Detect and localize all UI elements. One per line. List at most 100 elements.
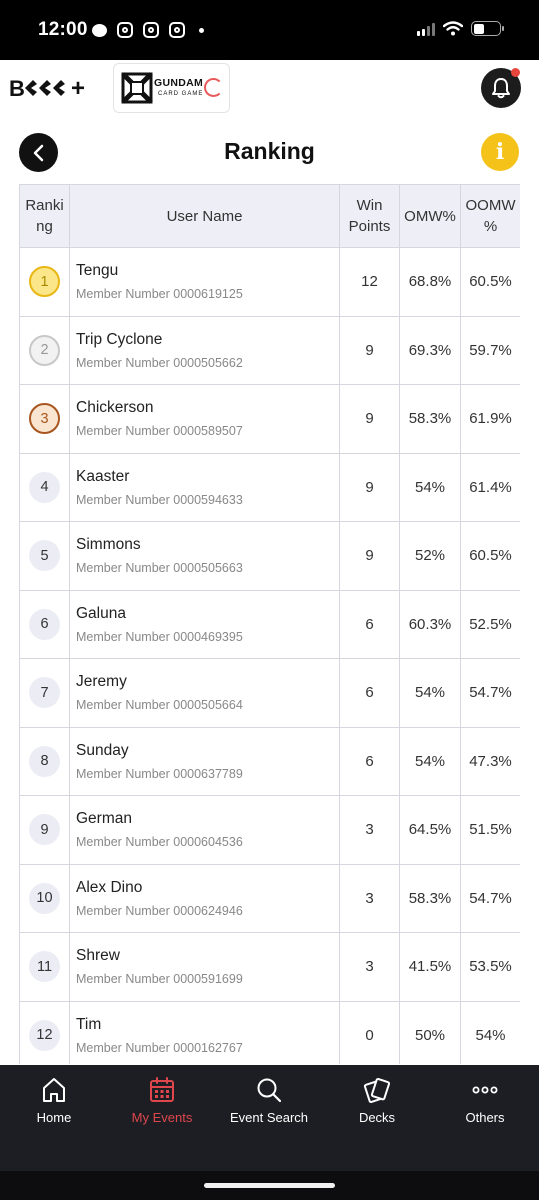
user-cell: Trip Cyclone Member Number 0000505662 <box>69 315 340 385</box>
player-name: Simmons <box>76 536 141 554</box>
rank-cell: 2 <box>19 315 70 385</box>
page-title: Ranking <box>224 138 315 164</box>
nav-decks[interactable]: Decks <box>323 1065 431 1145</box>
table-row: 4 Kaaster Member Number 0000594633 9 54% 61.4… <box>19 452 520 522</box>
user-cell: Tengu Member Number 0000619125 <box>69 247 340 317</box>
omw-cell: 69.3% <box>399 315 461 385</box>
cellular-signal-icon <box>417 22 435 36</box>
table-row: 9 German Member Number 0000604536 3 64.5% 51.… <box>19 795 520 865</box>
ranking-table-container[interactable]: Ranki ng User Name Win Points OMW% OOMW% 1… <box>19 184 520 1064</box>
omw-cell: 54% <box>399 452 461 522</box>
table-row: 12 Tim Member Number 0000162767 0 50% 54% <box>19 1000 520 1064</box>
header-user-name: User Name <box>69 184 340 248</box>
table-row: 6 Galuna Member Number 0000469395 6 60.3% 52.… <box>19 589 520 659</box>
win-points-cell: 3 <box>339 932 400 1002</box>
win-points-cell: 3 <box>339 863 400 933</box>
bandai-tcg-plus-logo[interactable]: B + <box>9 74 95 102</box>
instagram-icon <box>169 22 185 38</box>
user-cell: Alex Dino Member Number 0000624946 <box>69 863 340 933</box>
user-cell: Kaaster Member Number 0000594633 <box>69 452 340 522</box>
rank-badge: 4 <box>29 471 60 503</box>
member-number: Member Number 0000505664 <box>76 698 243 713</box>
oomw-cell: 53.5% <box>460 932 520 1002</box>
instagram-icon <box>143 22 159 38</box>
rank-badge: 11 <box>29 951 60 983</box>
user-cell: Simmons Member Number 0000505663 <box>69 521 340 591</box>
user-cell: Tim Member Number 0000162767 <box>69 1000 340 1064</box>
rank-badge: 6 <box>29 608 60 640</box>
win-points-cell: 6 <box>339 726 400 796</box>
nav-others[interactable]: Others <box>431 1065 539 1145</box>
user-cell: Galuna Member Number 0000469395 <box>69 589 340 659</box>
gundam-emblem-icon <box>121 72 153 104</box>
member-number: Member Number 0000589507 <box>76 424 243 439</box>
table-row: 5 Simmons Member Number 0000505663 9 52% 60.5… <box>19 521 520 591</box>
oomw-cell: 54.7% <box>460 863 520 933</box>
nav-my-events[interactable]: My Events <box>108 1065 216 1145</box>
bell-icon <box>492 78 510 99</box>
player-name: Shrew <box>76 947 120 965</box>
notification-badge <box>511 68 520 77</box>
rank-cell: 8 <box>19 726 70 796</box>
rank-cell: 5 <box>19 521 70 591</box>
rank-badge: 10 <box>29 882 60 914</box>
omw-cell: 52% <box>399 521 461 591</box>
bottom-navigation: Home My Events Event Search Decks Others <box>0 1065 539 1171</box>
silver-medal-badge: 2 <box>29 334 60 366</box>
user-cell: Sunday Member Number 0000637789 <box>69 726 340 796</box>
rank-cell: 4 <box>19 452 70 522</box>
table-header-row: Ranki ng User Name Win Points OMW% OOMW% <box>19 184 520 248</box>
member-number: Member Number 0000469395 <box>76 629 243 644</box>
omw-cell: 68.8% <box>399 247 461 317</box>
rank-cell: 6 <box>19 589 70 659</box>
table-row: 11 Shrew Member Number 0000591699 3 41.5% 53.… <box>19 932 520 1002</box>
table-row: 7 Jeremy Member Number 0000505664 6 54% 54.7% <box>19 658 520 728</box>
table-row: 1 Tengu Member Number 0000619125 12 68.8% 60.… <box>19 247 520 317</box>
rank-cell: 7 <box>19 658 70 728</box>
instagram-icon <box>117 22 133 38</box>
oomw-cell: 51.5% <box>460 795 520 865</box>
player-name: Galuna <box>76 604 126 622</box>
info-button[interactable]: i <box>481 133 519 171</box>
player-name: Sunday <box>76 741 129 759</box>
omw-cell: 58.3% <box>399 863 461 933</box>
message-icon <box>92 23 107 37</box>
bronze-medal-badge: 3 <box>29 403 60 435</box>
home-indicator[interactable] <box>204 1183 335 1188</box>
header-oomw: OOMW% <box>460 184 520 248</box>
header-ranking: Ranki ng <box>19 184 70 248</box>
table-row: 10 Alex Dino Member Number 0000624946 3 58.3… <box>19 863 520 933</box>
gold-medal-badge: 1 <box>29 266 60 298</box>
table-row: 2 Trip Cyclone Member Number 0000505662 9 69… <box>19 315 520 385</box>
back-button[interactable] <box>19 133 58 172</box>
member-number: Member Number 0000591699 <box>76 972 243 987</box>
nav-home-label: Home <box>36 1110 72 1125</box>
member-number: Member Number 0000619125 <box>76 287 243 302</box>
header-omw: OMW% <box>399 184 461 248</box>
table-row: 3 Chickerson Member Number 0000589507 9 58.3… <box>19 384 520 454</box>
omw-cell: 64.5% <box>399 795 461 865</box>
rank-badge: 9 <box>29 814 60 846</box>
member-number: Member Number 0000594633 <box>76 492 243 507</box>
win-points-cell: 9 <box>339 384 400 454</box>
ranking-table: Ranki ng User Name Win Points OMW% OOMW% 1… <box>19 184 520 1064</box>
notifications-button[interactable] <box>481 68 521 108</box>
oomw-cell: 60.5% <box>460 247 520 317</box>
rank-cell: 11 <box>19 932 70 1002</box>
player-name: Alex Dino <box>76 878 143 896</box>
win-points-cell: 9 <box>339 452 400 522</box>
nav-event-search[interactable]: Event Search <box>215 1065 323 1145</box>
rank-cell: 3 <box>19 384 70 454</box>
member-number: Member Number 0000624946 <box>76 903 243 918</box>
nav-home[interactable]: Home <box>0 1065 108 1145</box>
win-points-cell: 3 <box>339 795 400 865</box>
table-row: 8 Sunday Member Number 0000637789 6 54% 47.3% <box>19 726 520 796</box>
oomw-cell: 54.7% <box>460 658 520 728</box>
win-points-cell: 0 <box>339 1000 400 1064</box>
home-indicator-area <box>0 1171 539 1200</box>
win-points-cell: 6 <box>339 589 400 659</box>
user-cell: Jeremy Member Number 0000505664 <box>69 658 340 728</box>
player-name: Tengu <box>76 262 119 280</box>
gundam-card-game-logo[interactable]: GUNDAM CARD GAME <box>113 63 230 113</box>
nav-my-events-label: My Events <box>131 1110 193 1125</box>
